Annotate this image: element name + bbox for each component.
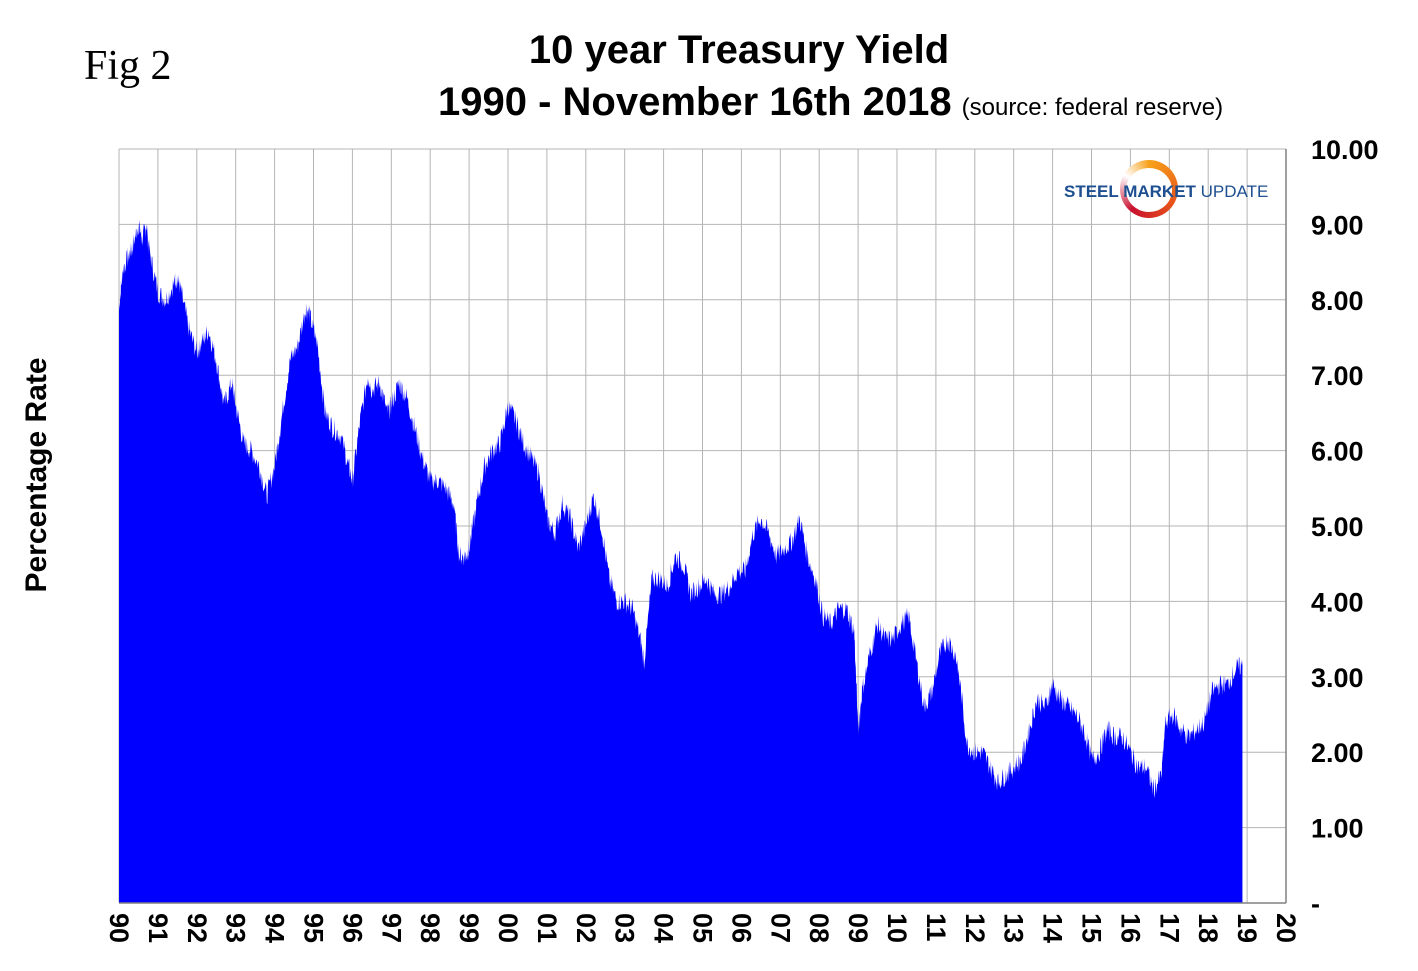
x-tick-label: 18 [1193,913,1223,943]
x-tick-label: 95 [299,913,329,943]
x-tick-label: 19 [1232,913,1262,943]
y-tick-label: 3.00 [1311,663,1364,693]
x-tick-label: 09 [843,913,873,943]
chart-subtitle: 1990 - November 16th 2018 (source: federa… [438,80,1223,125]
x-tick-label: 93 [221,913,251,943]
figure-label: Fig 2 [84,43,172,89]
x-tick-label: 04 [649,913,679,943]
x-tick-label: 96 [337,913,367,943]
x-tick-label: 00 [493,913,523,943]
x-tick-label: 15 [1077,913,1107,943]
x-tick-label: 06 [726,913,756,943]
x-tick-label: 91 [143,913,173,943]
y-tick-label: 4.00 [1311,587,1364,617]
y-tick-labels: - 1.00 2.00 3.00 4.00 5.00 6.00 7.00 8.00 9.00 10.… [1311,135,1379,919]
y-tick-label: 1.00 [1311,814,1364,844]
y-tick-label: 5.00 [1311,512,1364,542]
x-tick-labels: 90 91 92 93 94 95 96 97 98 99 00 01 02 03 04 05 06 07 08 09… [104,913,1301,943]
x-tick-label: 98 [415,913,445,943]
logo-text: STEEL MARKET UPDATE [1064,182,1269,201]
x-tick-label: 94 [260,913,290,943]
x-tick-label: 90 [104,913,134,943]
axes [119,149,1287,904]
x-tick-label: 14 [1038,913,1068,943]
x-tick-label: 17 [1154,913,1184,943]
x-tick-label: 01 [532,913,562,943]
x-tick-label: 92 [182,913,212,943]
x-tick-label: 08 [804,913,834,943]
x-tick-label: 03 [610,913,640,943]
x-tick-label: 07 [765,913,795,943]
y-tick-label: - [1311,889,1320,919]
x-tick-label: 12 [960,913,990,943]
x-tick-label: 13 [999,913,1029,943]
chart-title: 10 year Treasury Yield [528,28,950,72]
y-tick-label: 8.00 [1311,286,1364,316]
y-tick-label: 9.00 [1311,210,1364,240]
x-tick-label: 20 [1271,913,1301,943]
y-tick-label: 7.00 [1311,361,1364,391]
x-tick-label: 16 [1115,913,1145,943]
y-tick-label: 2.00 [1311,738,1364,768]
source-note: (source: federal reserve) [961,94,1224,121]
x-tick-label: 10 [882,913,912,943]
chart-subtitle-text: 1990 - November 16th 2018 [438,80,952,124]
x-tick-label: 11 [921,913,951,942]
x-tick-label: 99 [454,913,484,943]
yield-area [119,219,1243,904]
y-tick-label: 6.00 [1311,437,1364,467]
steel-market-update-logo: STEEL MARKET UPDATE [1064,160,1284,224]
x-tick-label: 05 [688,913,718,943]
x-tick-label: 97 [376,913,406,943]
x-tick-label: 02 [571,913,601,943]
y-tick-label: 10.00 [1311,135,1379,165]
